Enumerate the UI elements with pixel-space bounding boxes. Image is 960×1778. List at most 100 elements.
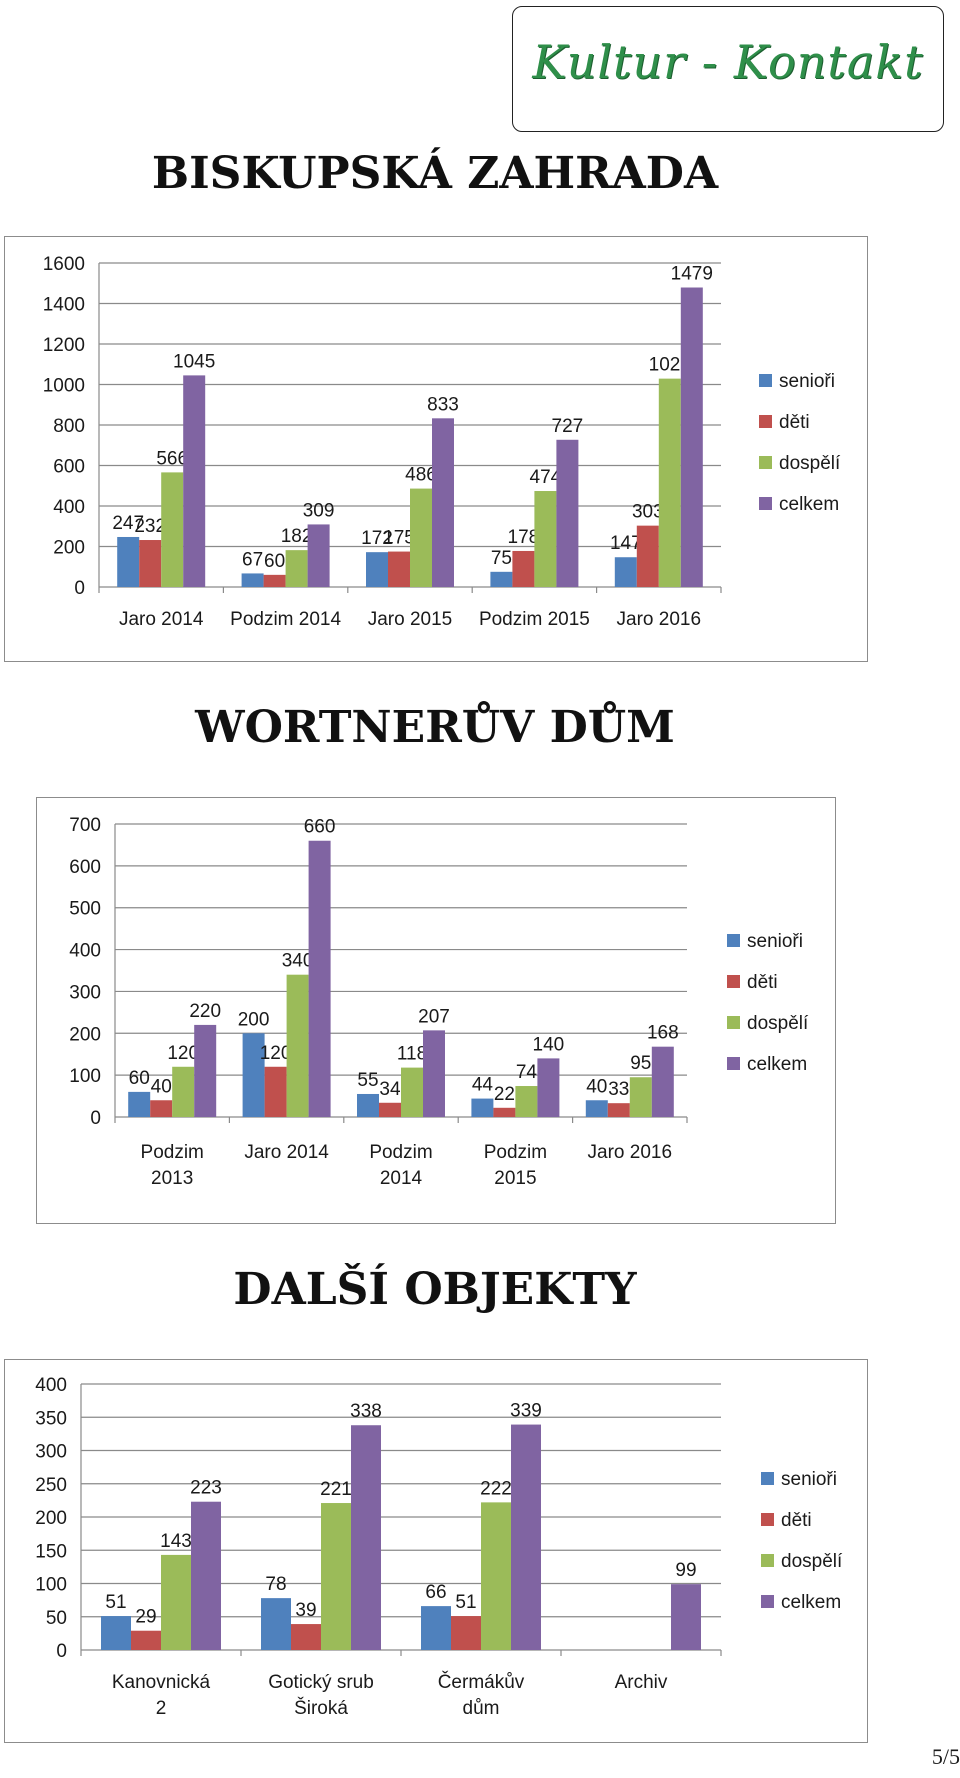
bar-seniori-kanovnicka-2 — [101, 1616, 131, 1650]
bar-deti-jaro-2014 — [264, 1066, 287, 1117]
data-label: 222 — [480, 1478, 512, 1499]
y-tick-label: 200 — [35, 1508, 67, 1529]
bar-seniori-podzim-2013 — [128, 1091, 151, 1117]
data-label: 727 — [552, 416, 584, 437]
data-label: 178 — [508, 527, 540, 548]
data-label: 143 — [160, 1531, 192, 1552]
y-tick-label: 1400 — [43, 295, 85, 316]
legend-swatch-celkem — [727, 1057, 740, 1070]
data-label: 486 — [405, 465, 437, 486]
x-tick-label: Jaro 2015 — [368, 609, 453, 630]
data-label: 51 — [105, 1592, 126, 1613]
data-label: 78 — [265, 1574, 286, 1595]
legend-label-celkem: celkem — [781, 1592, 841, 1613]
bar-celkem-kanovnicka-2 — [191, 1501, 221, 1650]
y-tick-label: 250 — [35, 1475, 67, 1496]
bar-seniori-podzim-2015 — [471, 1098, 494, 1117]
data-label: 55 — [357, 1070, 378, 1091]
y-tick-label: 100 — [69, 1066, 101, 1087]
legend-label-celkem: celkem — [779, 494, 839, 515]
bar-dospeli-kanovnicka-2 — [161, 1554, 191, 1650]
y-tick-label: 700 — [69, 815, 101, 836]
legend-label-deti: děti — [779, 412, 810, 433]
bar-seniori-cermakuv-dum — [421, 1606, 451, 1650]
data-label: 147 — [610, 533, 642, 554]
data-label: 340 — [282, 951, 314, 972]
legend-label-seniori: senioři — [779, 371, 835, 392]
legend-label-seniori: senioři — [781, 1469, 837, 1490]
legend-label-celkem: celkem — [747, 1054, 807, 1075]
bar-dospeli-goticky-srub-siroka — [321, 1503, 351, 1650]
data-label: 34 — [379, 1079, 401, 1100]
data-label: 1029 — [649, 355, 691, 376]
legend-swatch-deti — [759, 415, 772, 428]
bar-seniori-jaro-2016 — [614, 557, 637, 587]
bar-celkem-jaro-2016 — [680, 287, 703, 587]
y-tick-label: 1200 — [43, 335, 85, 356]
data-label: 660 — [304, 817, 336, 838]
x-tick-label: Kanovnická 2 — [112, 1672, 211, 1719]
legend-swatch-celkem — [759, 497, 772, 510]
bar-seniori-podzim-2014 — [241, 573, 264, 587]
bar-deti-kanovnicka-2 — [131, 1630, 161, 1650]
bar-dospeli-jaro-2014 — [161, 472, 184, 587]
data-label: 232 — [134, 516, 166, 537]
bar-celkem-archiv — [671, 1584, 701, 1650]
section-title-wortneruv-dum: WORTNERŮV DŮM — [195, 702, 675, 753]
bar-deti-jaro-2014 — [139, 540, 162, 587]
bar-deti-jaro-2016 — [636, 525, 659, 587]
bar-celkem-jaro-2014 — [183, 375, 206, 587]
legend-label-dospeli: dospělí — [747, 1013, 809, 1034]
data-label: 182 — [281, 526, 313, 547]
bar-deti-jaro-2015 — [388, 551, 410, 587]
legend-swatch-seniori — [761, 1472, 774, 1485]
legend-swatch-dospeli — [727, 1016, 740, 1029]
chart-dalsi-objekty: 0 50 100 150 200 250 300 350 400 51 29 143 223 Kanovn… — [35, 1375, 843, 1719]
y-tick-label: 300 — [69, 982, 101, 1003]
y-tick-label: 0 — [74, 578, 85, 599]
bar-seniori-jaro-2014 — [242, 1033, 265, 1117]
data-label: 339 — [510, 1401, 542, 1422]
bar-dospeli-podzim-2013 — [172, 1066, 195, 1117]
bar-dospeli-podzim-2014 — [285, 550, 308, 587]
data-label: 40 — [586, 1076, 607, 1097]
data-label: 175 — [383, 528, 415, 549]
legend-label-deti: děti — [747, 972, 778, 993]
kultur-kontakt-logo: Kultur - Kontakt — [512, 6, 944, 132]
bar-seniori-jaro-2015 — [366, 552, 388, 587]
data-label: 75 — [491, 548, 512, 569]
chart-frame-2: 0 100 200 300 400 500 600 700 60 40 120 220 Podzim 20… — [36, 797, 836, 1224]
logo-text: Kultur - Kontakt — [532, 35, 924, 89]
data-label: 60 — [264, 551, 285, 572]
bar-celkem-jaro-2014 — [308, 840, 331, 1117]
bar-deti-podzim-2013 — [150, 1100, 173, 1117]
bar-deti-podzim-2014 — [379, 1102, 401, 1117]
data-label: 247 — [112, 513, 144, 534]
legend-swatch-deti — [727, 975, 740, 988]
data-label: 74 — [516, 1062, 538, 1083]
y-tick-label: 200 — [53, 538, 85, 559]
data-label: 118 — [397, 1044, 427, 1065]
legend-swatch-dospeli — [761, 1554, 774, 1567]
data-label: 172 — [361, 528, 393, 549]
data-label: 66 — [425, 1582, 446, 1603]
x-tick-label: Čermákův dům — [438, 1671, 525, 1719]
data-label: 22 — [494, 1084, 515, 1105]
page-number: 5/5 — [931, 1744, 960, 1769]
bar-dospeli-jaro-2015 — [410, 488, 432, 587]
legend-swatch-dospeli — [759, 456, 772, 469]
x-tick-label: Podzim 2014 — [369, 1142, 432, 1189]
bar-celkem-jaro-2015 — [432, 418, 454, 587]
data-label: 223 — [190, 1478, 222, 1499]
bar-celkem-podzim-2014 — [423, 1030, 445, 1117]
data-label: 833 — [427, 394, 459, 415]
bar-dospeli-jaro-2016 — [658, 378, 681, 587]
legend-swatch-seniori — [727, 934, 740, 947]
data-label: 140 — [533, 1034, 565, 1055]
data-label: 221 — [320, 1479, 352, 1500]
bar-celkem-podzim-2014 — [307, 524, 330, 587]
bar-dospeli-jaro-2014 — [286, 974, 309, 1117]
x-tick-label: Gotický srub Široká — [268, 1672, 374, 1719]
